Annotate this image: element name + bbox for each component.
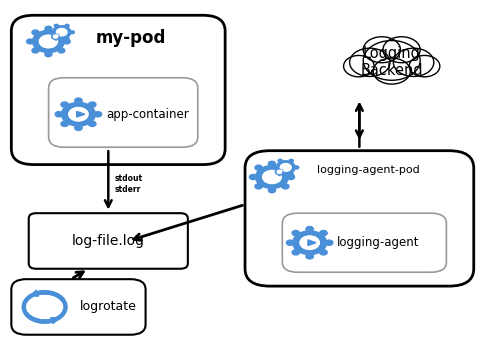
Circle shape xyxy=(320,250,327,255)
Circle shape xyxy=(62,103,96,126)
Circle shape xyxy=(394,48,434,76)
Circle shape xyxy=(268,161,276,166)
Text: logrotate: logrotate xyxy=(80,300,136,314)
Circle shape xyxy=(94,112,102,117)
Circle shape xyxy=(74,98,82,103)
Circle shape xyxy=(32,30,39,35)
Text: stdout
stderr: stdout stderr xyxy=(114,174,142,194)
Circle shape xyxy=(65,37,69,40)
Circle shape xyxy=(409,55,440,77)
Circle shape xyxy=(277,170,281,174)
Circle shape xyxy=(88,102,96,107)
Circle shape xyxy=(49,31,53,34)
Circle shape xyxy=(256,166,288,188)
Circle shape xyxy=(45,26,52,31)
Circle shape xyxy=(69,107,88,121)
Text: app-container: app-container xyxy=(106,108,188,121)
FancyBboxPatch shape xyxy=(12,279,145,335)
Text: Logging
Backend: Logging Backend xyxy=(360,46,423,78)
Circle shape xyxy=(268,188,276,193)
Circle shape xyxy=(61,121,68,126)
Circle shape xyxy=(58,48,65,53)
Circle shape xyxy=(350,48,390,76)
Circle shape xyxy=(88,121,96,126)
Circle shape xyxy=(286,240,294,245)
Circle shape xyxy=(54,37,58,40)
Circle shape xyxy=(364,37,401,63)
Circle shape xyxy=(272,166,277,169)
Circle shape xyxy=(293,231,326,254)
Circle shape xyxy=(326,240,333,245)
Circle shape xyxy=(255,165,262,170)
Polygon shape xyxy=(308,240,316,246)
Text: my-pod: my-pod xyxy=(96,29,166,47)
Circle shape xyxy=(320,231,327,236)
FancyBboxPatch shape xyxy=(282,213,446,272)
Circle shape xyxy=(58,30,65,35)
Circle shape xyxy=(54,25,58,27)
Circle shape xyxy=(63,39,70,44)
Circle shape xyxy=(288,175,294,180)
Circle shape xyxy=(383,37,420,63)
Circle shape xyxy=(70,31,74,34)
Circle shape xyxy=(61,102,68,107)
Circle shape xyxy=(373,58,410,84)
FancyBboxPatch shape xyxy=(12,15,225,164)
Text: logging-agent: logging-agent xyxy=(337,236,419,249)
Polygon shape xyxy=(76,111,85,117)
Circle shape xyxy=(294,166,299,169)
Circle shape xyxy=(364,41,420,80)
Circle shape xyxy=(65,25,69,27)
Circle shape xyxy=(52,34,60,39)
Circle shape xyxy=(292,231,300,236)
Circle shape xyxy=(276,161,295,174)
FancyBboxPatch shape xyxy=(48,78,198,147)
Circle shape xyxy=(56,29,67,36)
Circle shape xyxy=(255,184,262,189)
Circle shape xyxy=(278,173,282,176)
Circle shape xyxy=(306,254,314,259)
FancyBboxPatch shape xyxy=(28,213,188,269)
Circle shape xyxy=(32,48,39,53)
Text: log-file.log: log-file.log xyxy=(72,234,145,248)
Circle shape xyxy=(292,250,300,255)
Circle shape xyxy=(282,165,289,170)
Circle shape xyxy=(55,112,62,117)
Text: logging-agent-pod: logging-agent-pod xyxy=(317,165,420,175)
Circle shape xyxy=(282,184,289,189)
Circle shape xyxy=(300,236,320,250)
Circle shape xyxy=(54,35,58,38)
Circle shape xyxy=(40,35,58,48)
Circle shape xyxy=(280,164,291,171)
FancyBboxPatch shape xyxy=(245,151,474,286)
Circle shape xyxy=(278,159,282,162)
Circle shape xyxy=(45,52,52,57)
Circle shape xyxy=(74,125,82,131)
Circle shape xyxy=(344,55,374,77)
Circle shape xyxy=(262,170,281,183)
Circle shape xyxy=(52,26,71,38)
Circle shape xyxy=(306,226,314,232)
Circle shape xyxy=(289,173,294,176)
Circle shape xyxy=(26,39,34,44)
Circle shape xyxy=(32,30,64,52)
Circle shape xyxy=(289,159,294,162)
Circle shape xyxy=(250,175,256,180)
Circle shape xyxy=(276,169,283,175)
